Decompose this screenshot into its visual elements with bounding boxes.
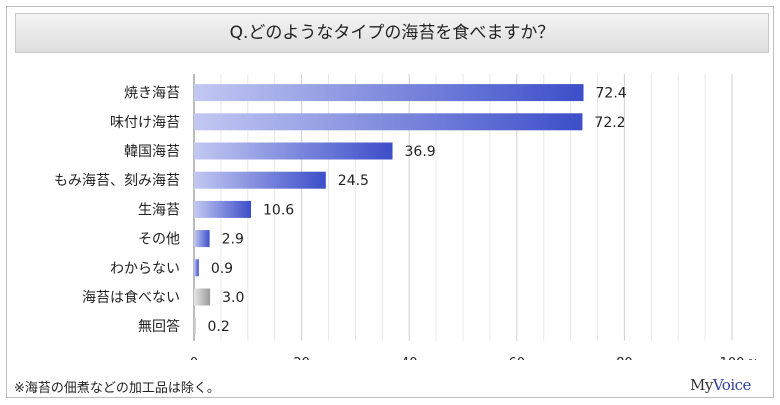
data-label: 36.9 [405, 144, 436, 160]
x-tick-label: 60 [509, 356, 526, 360]
category-label: 海苔は食べない [82, 289, 180, 306]
bar [194, 142, 393, 160]
x-tick-label: 0 [190, 356, 198, 360]
x-tick-label: 100 [720, 356, 745, 360]
category-label: 無回答 [138, 318, 180, 335]
chart-frame: Q.どのようなタイプの海苔を食べますか？ [6, 6, 774, 398]
data-label: 72.2 [594, 115, 625, 131]
bar [194, 288, 211, 306]
bar [194, 200, 252, 218]
x-tick-label: 20 [293, 356, 310, 360]
data-label: 10.6 [263, 202, 294, 218]
category-label: その他 [138, 232, 180, 248]
data-label: 0.9 [211, 261, 233, 277]
category-label: 韓国海苔 [124, 143, 180, 160]
bar [194, 317, 196, 335]
chart-title: Q.どのようなタイプの海苔を食べますか？ [15, 13, 769, 53]
data-label: 0.2 [208, 319, 230, 335]
bar [194, 171, 326, 189]
x-unit-label: % [748, 357, 758, 360]
x-tick-label: 80 [616, 356, 633, 360]
data-label: 72.4 [596, 86, 627, 102]
bar [194, 230, 210, 248]
category-label: わからない [110, 261, 180, 277]
data-label: 24.5 [338, 173, 369, 189]
brand-part-1: My [690, 376, 713, 394]
category-label: 生海苔 [138, 201, 180, 218]
data-label: 2.9 [222, 232, 244, 248]
category-label: もみ海苔、刻み海苔 [54, 172, 180, 189]
bar [194, 84, 584, 102]
bar-chart: 焼き海苔 72.4 味付け海苔 72.2 韓国海苔 36.9 もみ海苔、刻み海苔 24.5 生海… [54, 74, 758, 360]
category-label: 味付け海苔 [110, 114, 180, 131]
category-label: 焼き海苔 [124, 85, 180, 102]
bar [194, 113, 583, 131]
brand-part-2: Voice [712, 376, 752, 394]
data-label: 3.0 [222, 290, 244, 306]
footnote: ※海苔の佃煮などの加工品は除く。 [14, 381, 220, 396]
x-tick-label: 40 [401, 356, 418, 360]
brand-logo: MyVoice [690, 376, 751, 394]
bar [194, 259, 199, 277]
